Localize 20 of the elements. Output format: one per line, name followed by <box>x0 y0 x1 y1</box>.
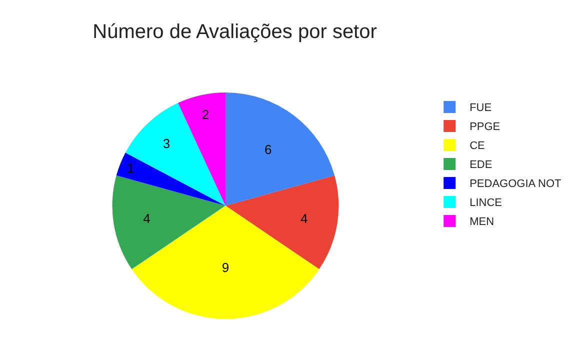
legend-label: FUE <box>470 102 492 114</box>
pie-slice <box>116 152 226 206</box>
pie-slice <box>132 206 320 319</box>
data-label: 2 <box>202 107 210 122</box>
legend-label: EDE <box>470 159 492 172</box>
pie-slice <box>178 92 226 206</box>
legend-label: MEN <box>470 216 494 228</box>
data-label: 6 <box>264 142 272 158</box>
legend-label: CE <box>470 140 485 152</box>
chart-title: Número de Avaliações por setor <box>92 21 378 44</box>
data-label: 4 <box>300 211 308 226</box>
data-label: 4 <box>143 211 150 226</box>
legend-label: LINCE <box>470 197 502 210</box>
data-label: 3 <box>162 136 170 151</box>
data-label: 1 <box>126 160 134 176</box>
pie-slice <box>125 102 226 206</box>
pie-slice <box>225 92 335 206</box>
legend-label: PEDAGOGIA NOT <box>470 178 562 190</box>
legend-label: PPGE <box>470 121 500 134</box>
data-label: 9 <box>222 260 230 276</box>
